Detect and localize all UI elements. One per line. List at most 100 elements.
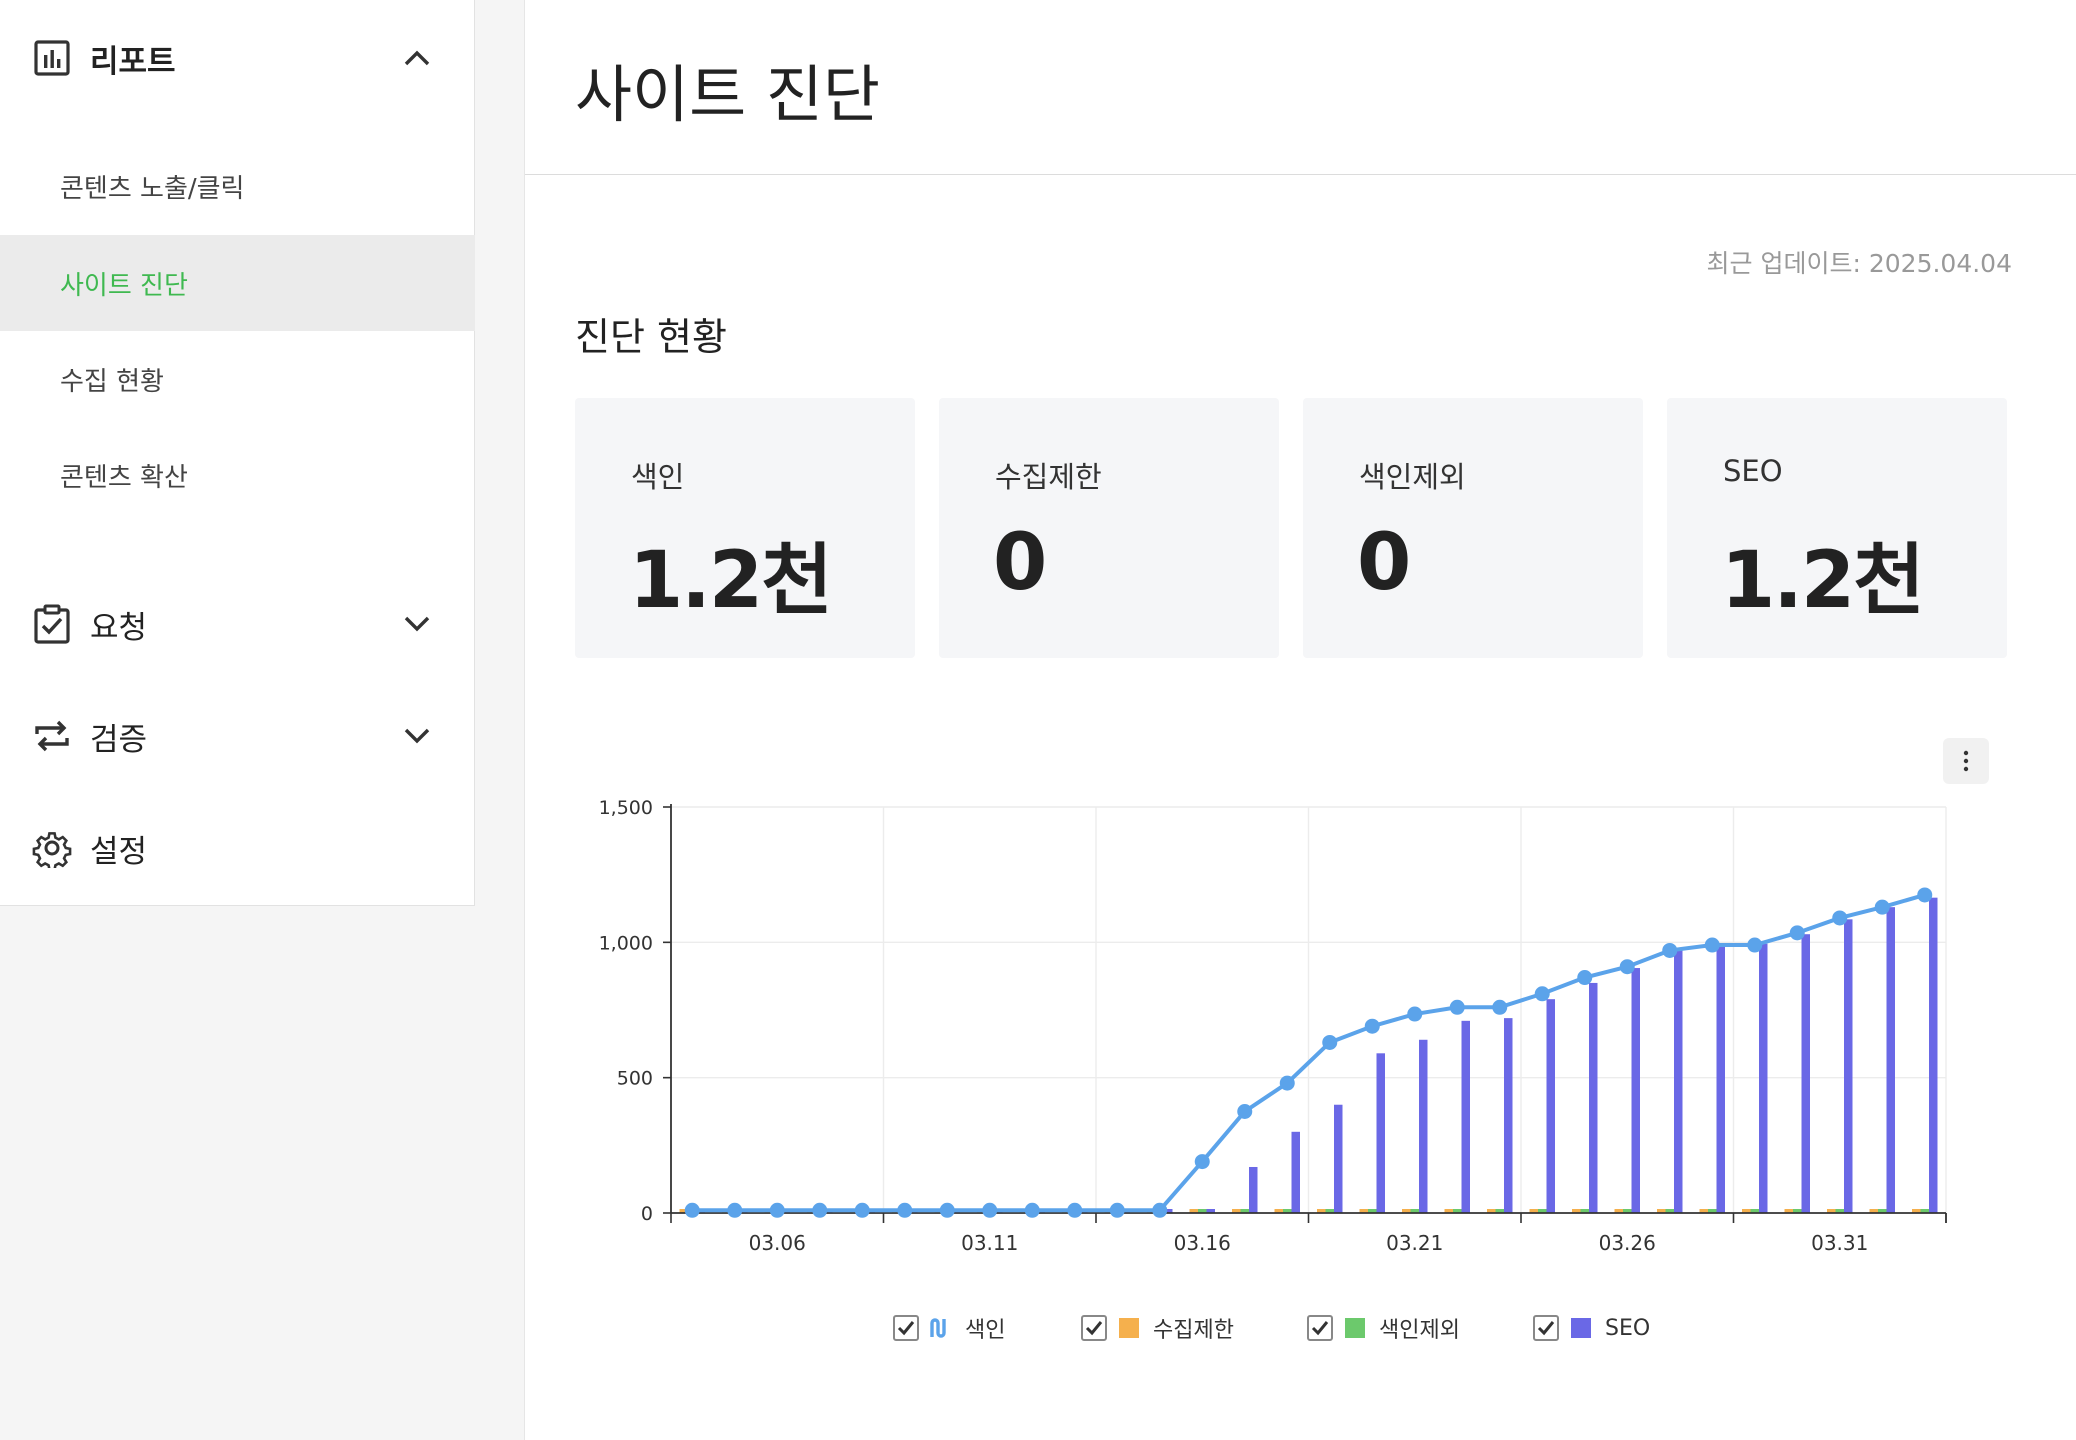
stat-card-index-excluded: 색인제외 0	[1303, 398, 1643, 658]
legend-label: SEO	[1605, 1315, 1651, 1341]
gear-icon	[32, 828, 72, 868]
point-index	[854, 1202, 870, 1218]
bar-seo	[1716, 945, 1725, 1213]
bar-index-excluded	[1623, 1209, 1632, 1213]
menu-settings[interactable]: 설정	[0, 808, 475, 888]
point-index	[1364, 1018, 1380, 1034]
bar-index-excluded	[1920, 1209, 1929, 1213]
bar-seo	[1334, 1104, 1343, 1213]
stat-card-label: 색인제외	[1359, 460, 1466, 494]
bar-collection-limit	[1402, 1209, 1411, 1213]
chevron-down-icon[interactable]	[399, 718, 435, 754]
point-index	[1407, 1006, 1423, 1022]
point-index	[1194, 1154, 1210, 1170]
point-index	[982, 1202, 998, 1218]
point-index	[1619, 959, 1635, 975]
bar-seo	[1419, 1039, 1428, 1213]
bar-seo	[1801, 934, 1810, 1213]
stat-card-seo: SEO 1.2천	[1667, 398, 2007, 658]
bar-collection-limit	[1657, 1209, 1666, 1213]
x-tick-label: 03.06	[749, 1231, 806, 1255]
bar-index-excluded	[1708, 1209, 1717, 1213]
bar-collection-limit	[1359, 1209, 1368, 1213]
y-tick-label: 1,500	[599, 797, 653, 819]
bar-seo	[1376, 1053, 1385, 1213]
sidebar-item-label: 사이트 진단	[60, 270, 188, 301]
point-index	[684, 1202, 700, 1218]
legend-item-seo[interactable]: SEO	[1533, 1308, 1650, 1348]
bar-collection-limit	[679, 1209, 688, 1213]
legend-item-index-excluded[interactable]: 색인제외	[1307, 1308, 1460, 1348]
menu-request[interactable]: 요청	[0, 584, 475, 664]
stat-card-label: SEO	[1723, 454, 1783, 488]
menu-request-label: 요청	[90, 609, 148, 646]
bar-index-excluded	[1240, 1209, 1249, 1213]
menu-report[interactable]: 리포트	[0, 18, 475, 98]
bar-index-excluded	[1368, 1209, 1377, 1213]
point-index	[1449, 999, 1465, 1015]
sidebar-item-site-diagnosis[interactable]: 사이트 진단	[0, 235, 475, 331]
point-index	[1024, 1202, 1040, 1218]
swatch-icon	[1571, 1318, 1591, 1338]
sidebar-item-content-exposure[interactable]: 콘텐츠 노출/클릭	[0, 138, 475, 234]
sidebar-item-label: 수집 현황	[60, 366, 164, 397]
stat-card-label: 수집제한	[995, 460, 1102, 494]
main-panel: 사이트 진단 최근 업데이트: 2025.04.04 진단 현황 색인 1.2천…	[524, 0, 2076, 1440]
stat-card-label: 색인	[631, 460, 685, 494]
y-tick-label: 1,000	[599, 932, 653, 954]
bar-seo	[1249, 1166, 1258, 1213]
y-tick-label: 500	[617, 1068, 653, 1090]
last-updated: 최근 업데이트: 2025.04.04	[1706, 249, 2012, 278]
point-index	[1067, 1202, 1083, 1218]
menu-report-label: 리포트	[90, 43, 176, 80]
bar-seo	[1929, 897, 1938, 1213]
bar-collection-limit	[1827, 1209, 1836, 1213]
menu-verify-label: 검증	[90, 721, 148, 758]
sidebar-item-label: 콘텐츠 노출/클릭	[60, 173, 245, 204]
bar-collection-limit	[1274, 1209, 1283, 1213]
stat-card-value: 0	[993, 518, 1047, 608]
bar-collection-limit	[1444, 1209, 1453, 1213]
sidebar-item-content-spread[interactable]: 콘텐츠 확산	[0, 427, 475, 523]
bar-collection-limit	[1742, 1209, 1751, 1213]
point-index	[1789, 925, 1805, 941]
bar-index-excluded	[1198, 1209, 1207, 1213]
bar-index-excluded	[1750, 1209, 1759, 1213]
point-index	[1704, 937, 1720, 953]
menu-settings-label: 설정	[90, 833, 148, 870]
point-index	[1109, 1202, 1125, 1218]
bar-collection-limit	[1699, 1209, 1708, 1213]
legend-item-index[interactable]: 색인	[893, 1308, 1005, 1348]
swatch-icon	[1119, 1318, 1139, 1338]
swatch-icon	[1345, 1318, 1365, 1338]
point-index	[1492, 999, 1508, 1015]
chevron-down-icon[interactable]	[399, 606, 435, 642]
legend-label: 수집제한	[1153, 1318, 1234, 1343]
sidebar-item-collection-status[interactable]: 수집 현황	[0, 331, 475, 427]
point-index	[1322, 1034, 1338, 1050]
checkbox-icon[interactable]	[893, 1315, 919, 1341]
bar-index-excluded	[1495, 1209, 1504, 1213]
chart-more-button[interactable]	[1943, 738, 1989, 784]
clipboard-check-icon	[32, 604, 72, 644]
menu-verify[interactable]: 검증	[0, 696, 475, 776]
bar-index-excluded	[1453, 1209, 1462, 1213]
bar-collection-limit	[1614, 1209, 1623, 1213]
bar-collection-limit	[1784, 1209, 1793, 1213]
chevron-up-icon[interactable]	[399, 40, 435, 76]
point-index	[812, 1202, 828, 1218]
x-tick-label: 03.26	[1599, 1231, 1656, 1255]
checkbox-icon[interactable]	[1081, 1315, 1107, 1341]
bar-seo	[1546, 999, 1555, 1213]
checkbox-icon[interactable]	[1533, 1315, 1559, 1341]
checkbox-icon[interactable]	[1307, 1315, 1333, 1341]
bar-index-excluded	[1878, 1209, 1887, 1213]
bar-index-excluded	[1325, 1209, 1334, 1213]
legend-item-collection-limit[interactable]: 수집제한	[1081, 1308, 1234, 1348]
chart-svg: 0 500 1,000 1,500 03.06 03.11 03.16 03.21 03.26 0…	[599, 797, 1947, 1255]
diagnosis-chart: 0 500 1,000 1,500 03.06 03.11 03.16 03.21 03.26 0…	[555, 780, 2005, 1320]
bar-seo	[1759, 943, 1768, 1213]
bar-seo	[1631, 968, 1640, 1213]
legend-label: 색인	[965, 1318, 1006, 1343]
x-tick-label: 03.31	[1811, 1231, 1868, 1255]
